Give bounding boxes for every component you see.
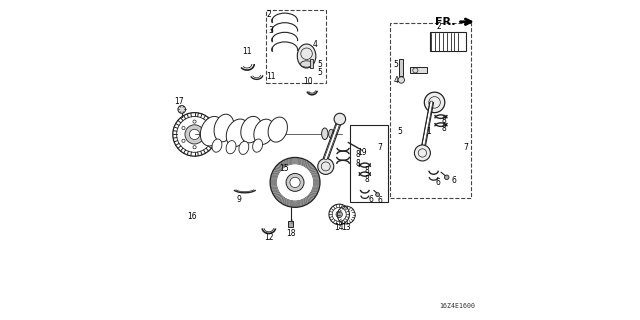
Text: 5: 5: [317, 60, 323, 68]
Circle shape: [204, 139, 207, 142]
Text: 10: 10: [303, 77, 313, 86]
Text: 18: 18: [286, 229, 295, 238]
Circle shape: [204, 126, 207, 130]
Circle shape: [286, 173, 304, 191]
Circle shape: [185, 125, 204, 144]
Circle shape: [334, 113, 346, 125]
Text: 2: 2: [436, 22, 442, 31]
Circle shape: [424, 92, 445, 113]
Ellipse shape: [241, 116, 262, 143]
Text: FR.: FR.: [435, 17, 455, 27]
Text: 6: 6: [369, 195, 374, 204]
Text: 5: 5: [394, 60, 399, 69]
Bar: [410, 67, 428, 73]
Circle shape: [193, 146, 196, 149]
Ellipse shape: [226, 119, 249, 147]
Ellipse shape: [268, 117, 287, 142]
Text: 17: 17: [173, 97, 184, 106]
Circle shape: [290, 177, 300, 188]
Text: 15: 15: [279, 164, 289, 172]
Text: 7: 7: [463, 143, 468, 152]
Circle shape: [270, 157, 320, 207]
Text: 8: 8: [365, 175, 370, 184]
Ellipse shape: [239, 141, 249, 155]
Circle shape: [182, 126, 185, 130]
Text: 12: 12: [264, 233, 273, 242]
Text: 8: 8: [442, 116, 447, 125]
Text: 16: 16: [187, 212, 197, 221]
Bar: [390, 23, 471, 198]
Ellipse shape: [322, 128, 328, 140]
Text: 8: 8: [365, 166, 370, 175]
Text: 2: 2: [266, 10, 271, 19]
Circle shape: [189, 129, 200, 140]
Circle shape: [329, 204, 349, 225]
Ellipse shape: [329, 129, 334, 138]
Text: 6: 6: [378, 196, 383, 205]
Bar: [288, 221, 293, 227]
Ellipse shape: [254, 119, 274, 145]
Ellipse shape: [226, 140, 236, 154]
Text: 14: 14: [333, 223, 344, 232]
Text: 11: 11: [267, 72, 276, 81]
Text: 1: 1: [426, 127, 431, 136]
Text: 5: 5: [317, 68, 323, 76]
Ellipse shape: [297, 44, 316, 68]
Text: 19: 19: [357, 148, 367, 157]
Circle shape: [173, 113, 216, 156]
Ellipse shape: [301, 61, 312, 67]
Bar: [310, 59, 313, 68]
Text: 8: 8: [355, 159, 360, 168]
Text: 7: 7: [378, 143, 383, 152]
Circle shape: [415, 145, 431, 161]
Text: 3: 3: [268, 26, 273, 35]
Ellipse shape: [214, 114, 234, 142]
Circle shape: [317, 158, 334, 174]
Text: 6: 6: [452, 176, 457, 185]
Text: 8: 8: [355, 150, 360, 159]
Circle shape: [336, 211, 342, 218]
Text: 9: 9: [237, 195, 242, 204]
Text: 13: 13: [340, 223, 351, 232]
Bar: [351, 125, 388, 202]
Ellipse shape: [253, 139, 262, 152]
Text: 4: 4: [313, 40, 317, 49]
Bar: [399, 59, 403, 76]
Bar: [430, 32, 466, 51]
Ellipse shape: [200, 116, 223, 146]
Text: 5: 5: [397, 127, 403, 136]
Text: 4: 4: [394, 76, 399, 85]
Circle shape: [193, 120, 196, 123]
Bar: [266, 10, 326, 83]
Circle shape: [182, 139, 185, 142]
Text: 16Z4E1600: 16Z4E1600: [439, 303, 475, 308]
Text: 6: 6: [436, 178, 441, 187]
Ellipse shape: [212, 139, 222, 152]
Text: 11: 11: [243, 47, 252, 56]
Circle shape: [376, 193, 380, 196]
Text: 8: 8: [442, 124, 447, 133]
Circle shape: [398, 77, 404, 83]
Circle shape: [178, 106, 186, 113]
Circle shape: [445, 175, 449, 180]
